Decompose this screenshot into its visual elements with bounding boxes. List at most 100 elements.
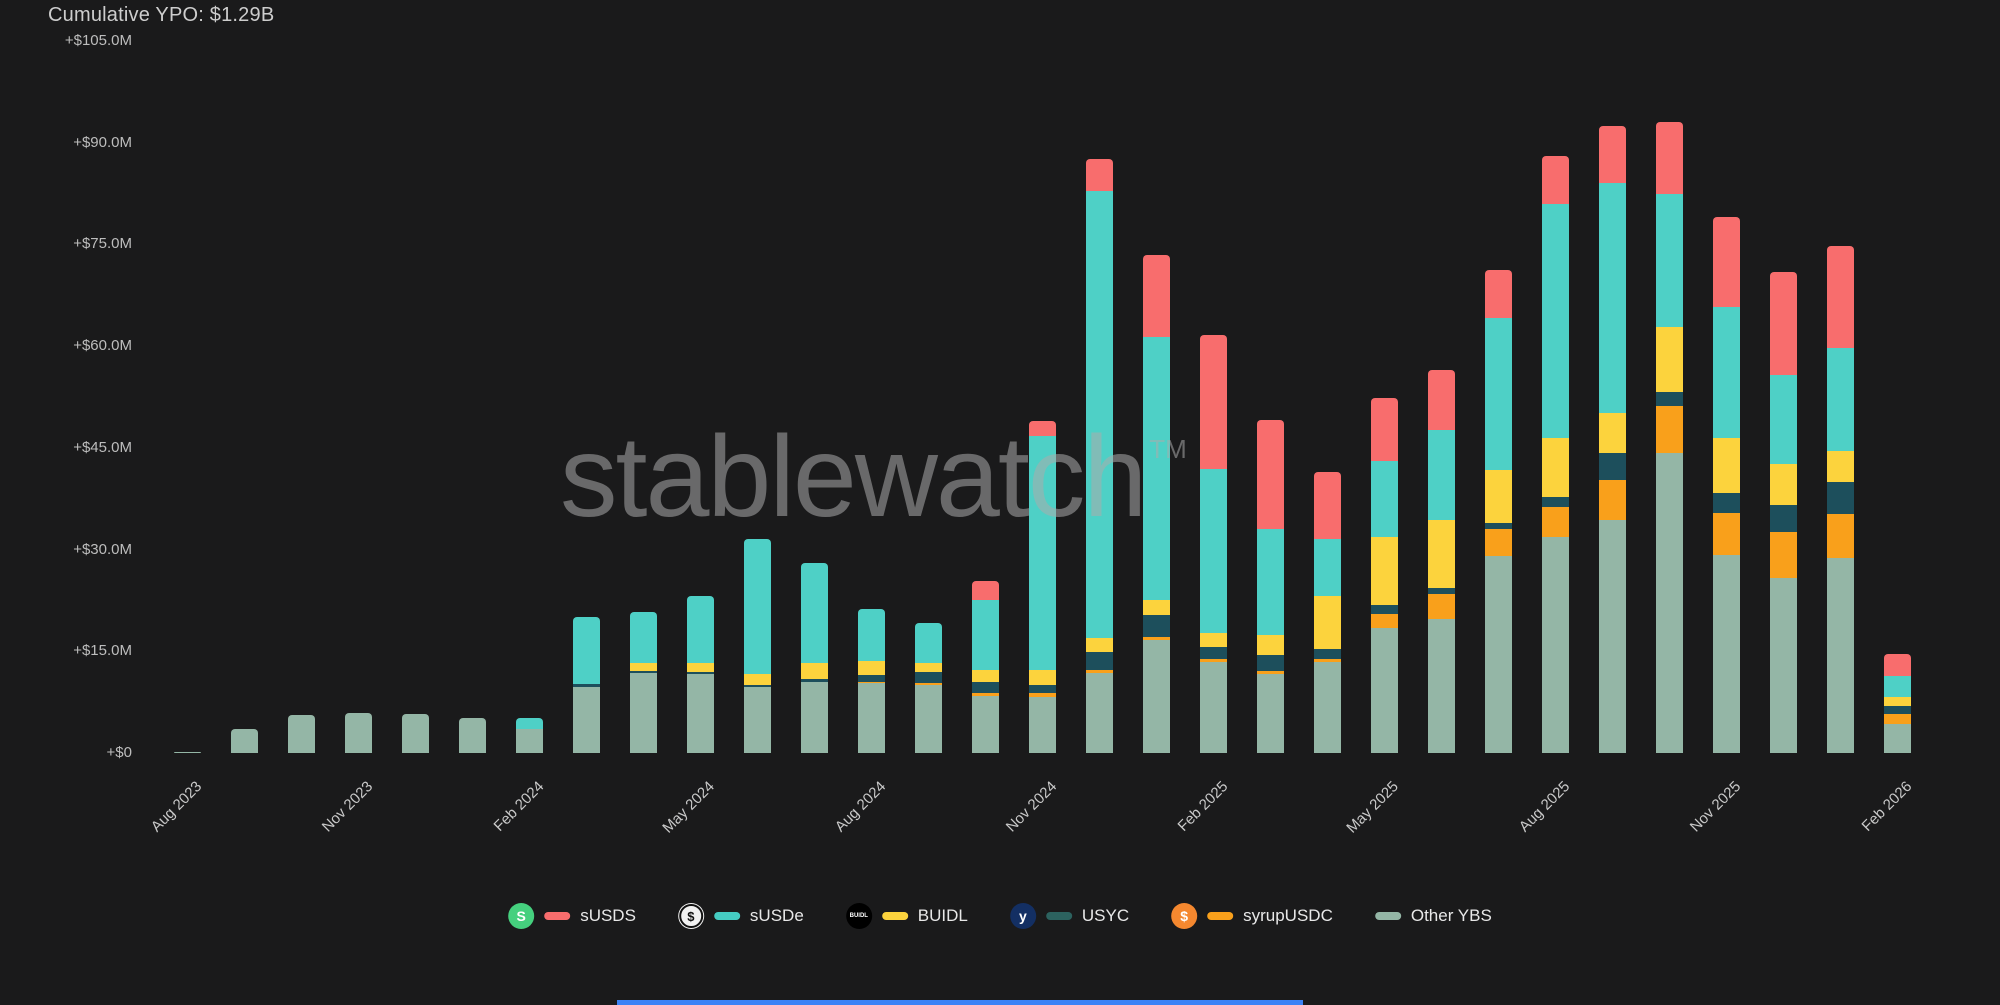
bar-segment-usyc[interactable] [914,672,942,684]
bar-segment-susde[interactable] [1199,468,1227,633]
bar-segment-usyc[interactable] [800,679,828,683]
bar-segment-susde[interactable] [1826,348,1854,452]
bar-segment-usyc[interactable] [1085,651,1113,670]
bar-segment-susds[interactable] [1541,155,1569,204]
bar-segment-usyc[interactable] [1598,453,1626,481]
bar-segment-susde[interactable] [1769,374,1797,465]
bar-apr-2025[interactable] [1313,0,1341,753]
bar-segment-usyc[interactable] [1655,391,1683,407]
bar-segment-other-ybs[interactable] [1541,537,1569,753]
bar-segment-susde[interactable] [857,609,885,662]
bar-segment-other-ybs[interactable] [344,712,372,753]
bar-segment-susds[interactable] [1256,420,1284,530]
bar-segment-susds[interactable] [1769,272,1797,375]
bar-segment-buidl[interactable] [1484,469,1512,524]
bar-segment-susds[interactable] [1712,216,1740,308]
bar-segment-buidl[interactable] [1199,632,1227,648]
bar-oct-2023[interactable] [287,0,315,753]
bar-sep-2023[interactable] [230,0,258,753]
bar-segment-syrupusdc[interactable] [1826,514,1854,558]
bar-nov-2025[interactable] [1712,0,1740,753]
bar-segment-susds[interactable] [1085,158,1113,191]
bar-jul-2024[interactable] [800,0,828,753]
bar-segment-susde[interactable] [1883,675,1911,698]
bar-segment-usyc[interactable] [686,672,714,674]
bar-feb-2024[interactable] [515,0,543,753]
bar-segment-usyc[interactable] [1028,684,1056,693]
bar-segment-other-ybs[interactable] [629,672,657,753]
bar-segment-susde[interactable] [572,616,600,684]
bar-segment-syrupusdc[interactable] [1655,406,1683,454]
bar-mar-2025[interactable] [1256,0,1284,753]
bar-segment-susde[interactable] [743,539,771,674]
bar-oct-2024[interactable] [971,0,999,753]
bar-segment-other-ybs[interactable] [743,686,771,753]
bar-sep-2024[interactable] [914,0,942,753]
bar-segment-buidl[interactable] [1826,451,1854,483]
bar-segment-susds[interactable] [1142,254,1170,337]
bar-segment-buidl[interactable] [686,662,714,673]
bar-segment-other-ybs[interactable] [1142,640,1170,753]
bar-segment-susde[interactable] [1655,194,1683,328]
bar-segment-other-ybs[interactable] [1484,556,1512,753]
bar-segment-buidl[interactable] [1142,599,1170,616]
bar-segment-buidl[interactable] [1370,536,1398,606]
bar-segment-usyc[interactable] [857,675,885,682]
bar-segment-usyc[interactable] [743,685,771,687]
bar-segment-buidl[interactable] [629,662,657,671]
legend-item-syrupusdc[interactable]: $ syrupUSDC [1171,903,1333,929]
bar-segment-buidl[interactable] [1598,413,1626,454]
bar-segment-syrupusdc[interactable] [1256,670,1284,674]
bar-segment-susde[interactable] [515,718,543,729]
bar-segment-susde[interactable] [914,623,942,663]
bar-mar-2024[interactable] [572,0,600,753]
bar-segment-other-ybs[interactable] [857,683,885,753]
bar-segment-other-ybs[interactable] [1883,723,1911,753]
bar-segment-other-ybs[interactable] [572,686,600,753]
bar-segment-syrupusdc[interactable] [1598,480,1626,520]
bar-segment-buidl[interactable] [914,662,942,673]
bar-segment-usyc[interactable] [1883,705,1911,715]
bar-segment-susde[interactable] [1313,539,1341,597]
bar-segment-other-ybs[interactable] [173,751,201,753]
bar-segment-susde[interactable] [1484,317,1512,470]
bar-segment-susde[interactable] [971,600,999,671]
bar-segment-susde[interactable] [800,563,828,663]
legend-item-susde[interactable]: $ sUSDe [677,903,804,929]
bar-jun-2024[interactable] [743,0,771,753]
bar-dec-2024[interactable] [1085,0,1113,753]
bar-aug-2023[interactable] [173,0,201,753]
bar-segment-usyc[interactable] [1370,605,1398,614]
bar-segment-syrupusdc[interactable] [1313,658,1341,663]
bar-segment-susds[interactable] [1028,421,1056,437]
bar-nov-2024[interactable] [1028,0,1056,753]
bar-segment-buidl[interactable] [1883,697,1911,706]
bar-segment-susde[interactable] [1712,307,1740,439]
bar-segment-buidl[interactable] [1028,669,1056,685]
bar-segment-usyc[interactable] [1199,647,1227,660]
legend-item-buidl[interactable]: BUIDL BUIDL [845,903,968,929]
bar-segment-susde[interactable] [1427,429,1455,520]
bar-segment-usyc[interactable] [629,670,657,673]
bar-segment-susds[interactable] [1313,471,1341,540]
bar-segment-other-ybs[interactable] [458,718,486,753]
bar-segment-buidl[interactable] [1427,519,1455,589]
bar-segment-susds[interactable] [1199,334,1227,469]
bar-jan-2024[interactable] [458,0,486,753]
bar-segment-buidl[interactable] [857,661,885,675]
bar-segment-other-ybs[interactable] [800,682,828,753]
bar-segment-other-ybs[interactable] [1826,557,1854,753]
bar-segment-usyc[interactable] [1484,523,1512,529]
legend-item-usyc[interactable]: y USYC [1009,903,1129,929]
bar-feb-2026[interactable] [1883,0,1911,753]
bar-sep-2025[interactable] [1598,0,1626,753]
bar-segment-other-ybs[interactable] [1427,618,1455,753]
bar-jun-2025[interactable] [1427,0,1455,753]
bar-segment-buidl[interactable] [1085,638,1113,652]
bar-segment-usyc[interactable] [1256,654,1284,671]
bar-nov-2023[interactable] [344,0,372,753]
bar-segment-syrupusdc[interactable] [1427,593,1455,619]
bar-segment-susde[interactable] [1028,436,1056,670]
bar-segment-usyc[interactable] [1712,492,1740,513]
